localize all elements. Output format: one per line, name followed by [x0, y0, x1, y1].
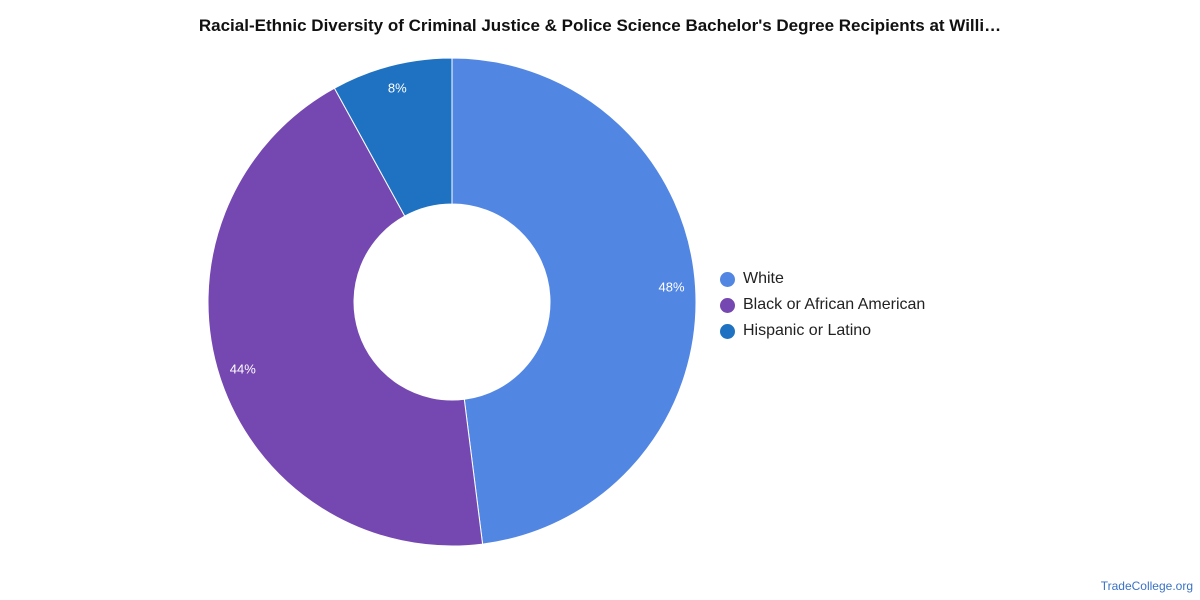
- slice-value-label: 48%: [659, 280, 685, 295]
- slice-value-label: 8%: [388, 80, 407, 95]
- legend-item[interactable]: Hispanic or Latino: [720, 318, 925, 344]
- donut-slice-black-or-african-american[interactable]: [207, 87, 484, 547]
- legend-swatch: [720, 323, 735, 339]
- chart-title: Racial-Ethnic Diversity of Criminal Just…: [198, 16, 1002, 35]
- donut-slice-hispanic-or-latino[interactable]: [333, 57, 453, 217]
- donut-slice-white[interactable]: [451, 57, 697, 545]
- legend-swatch: [720, 271, 735, 287]
- legend-label: White: [743, 270, 784, 287]
- watermark-link[interactable]: TradeCollege.org: [1100, 579, 1193, 593]
- legend-swatch: [720, 297, 735, 313]
- slice-value-label: 44%: [230, 361, 256, 376]
- legend-item[interactable]: White: [720, 266, 925, 292]
- legend-item[interactable]: Black or African American: [720, 292, 925, 318]
- legend-label: Black or African American: [743, 296, 926, 313]
- chart-legend: White Black or African American Hispanic o…: [720, 266, 925, 344]
- legend-label: Hispanic or Latino: [743, 322, 872, 339]
